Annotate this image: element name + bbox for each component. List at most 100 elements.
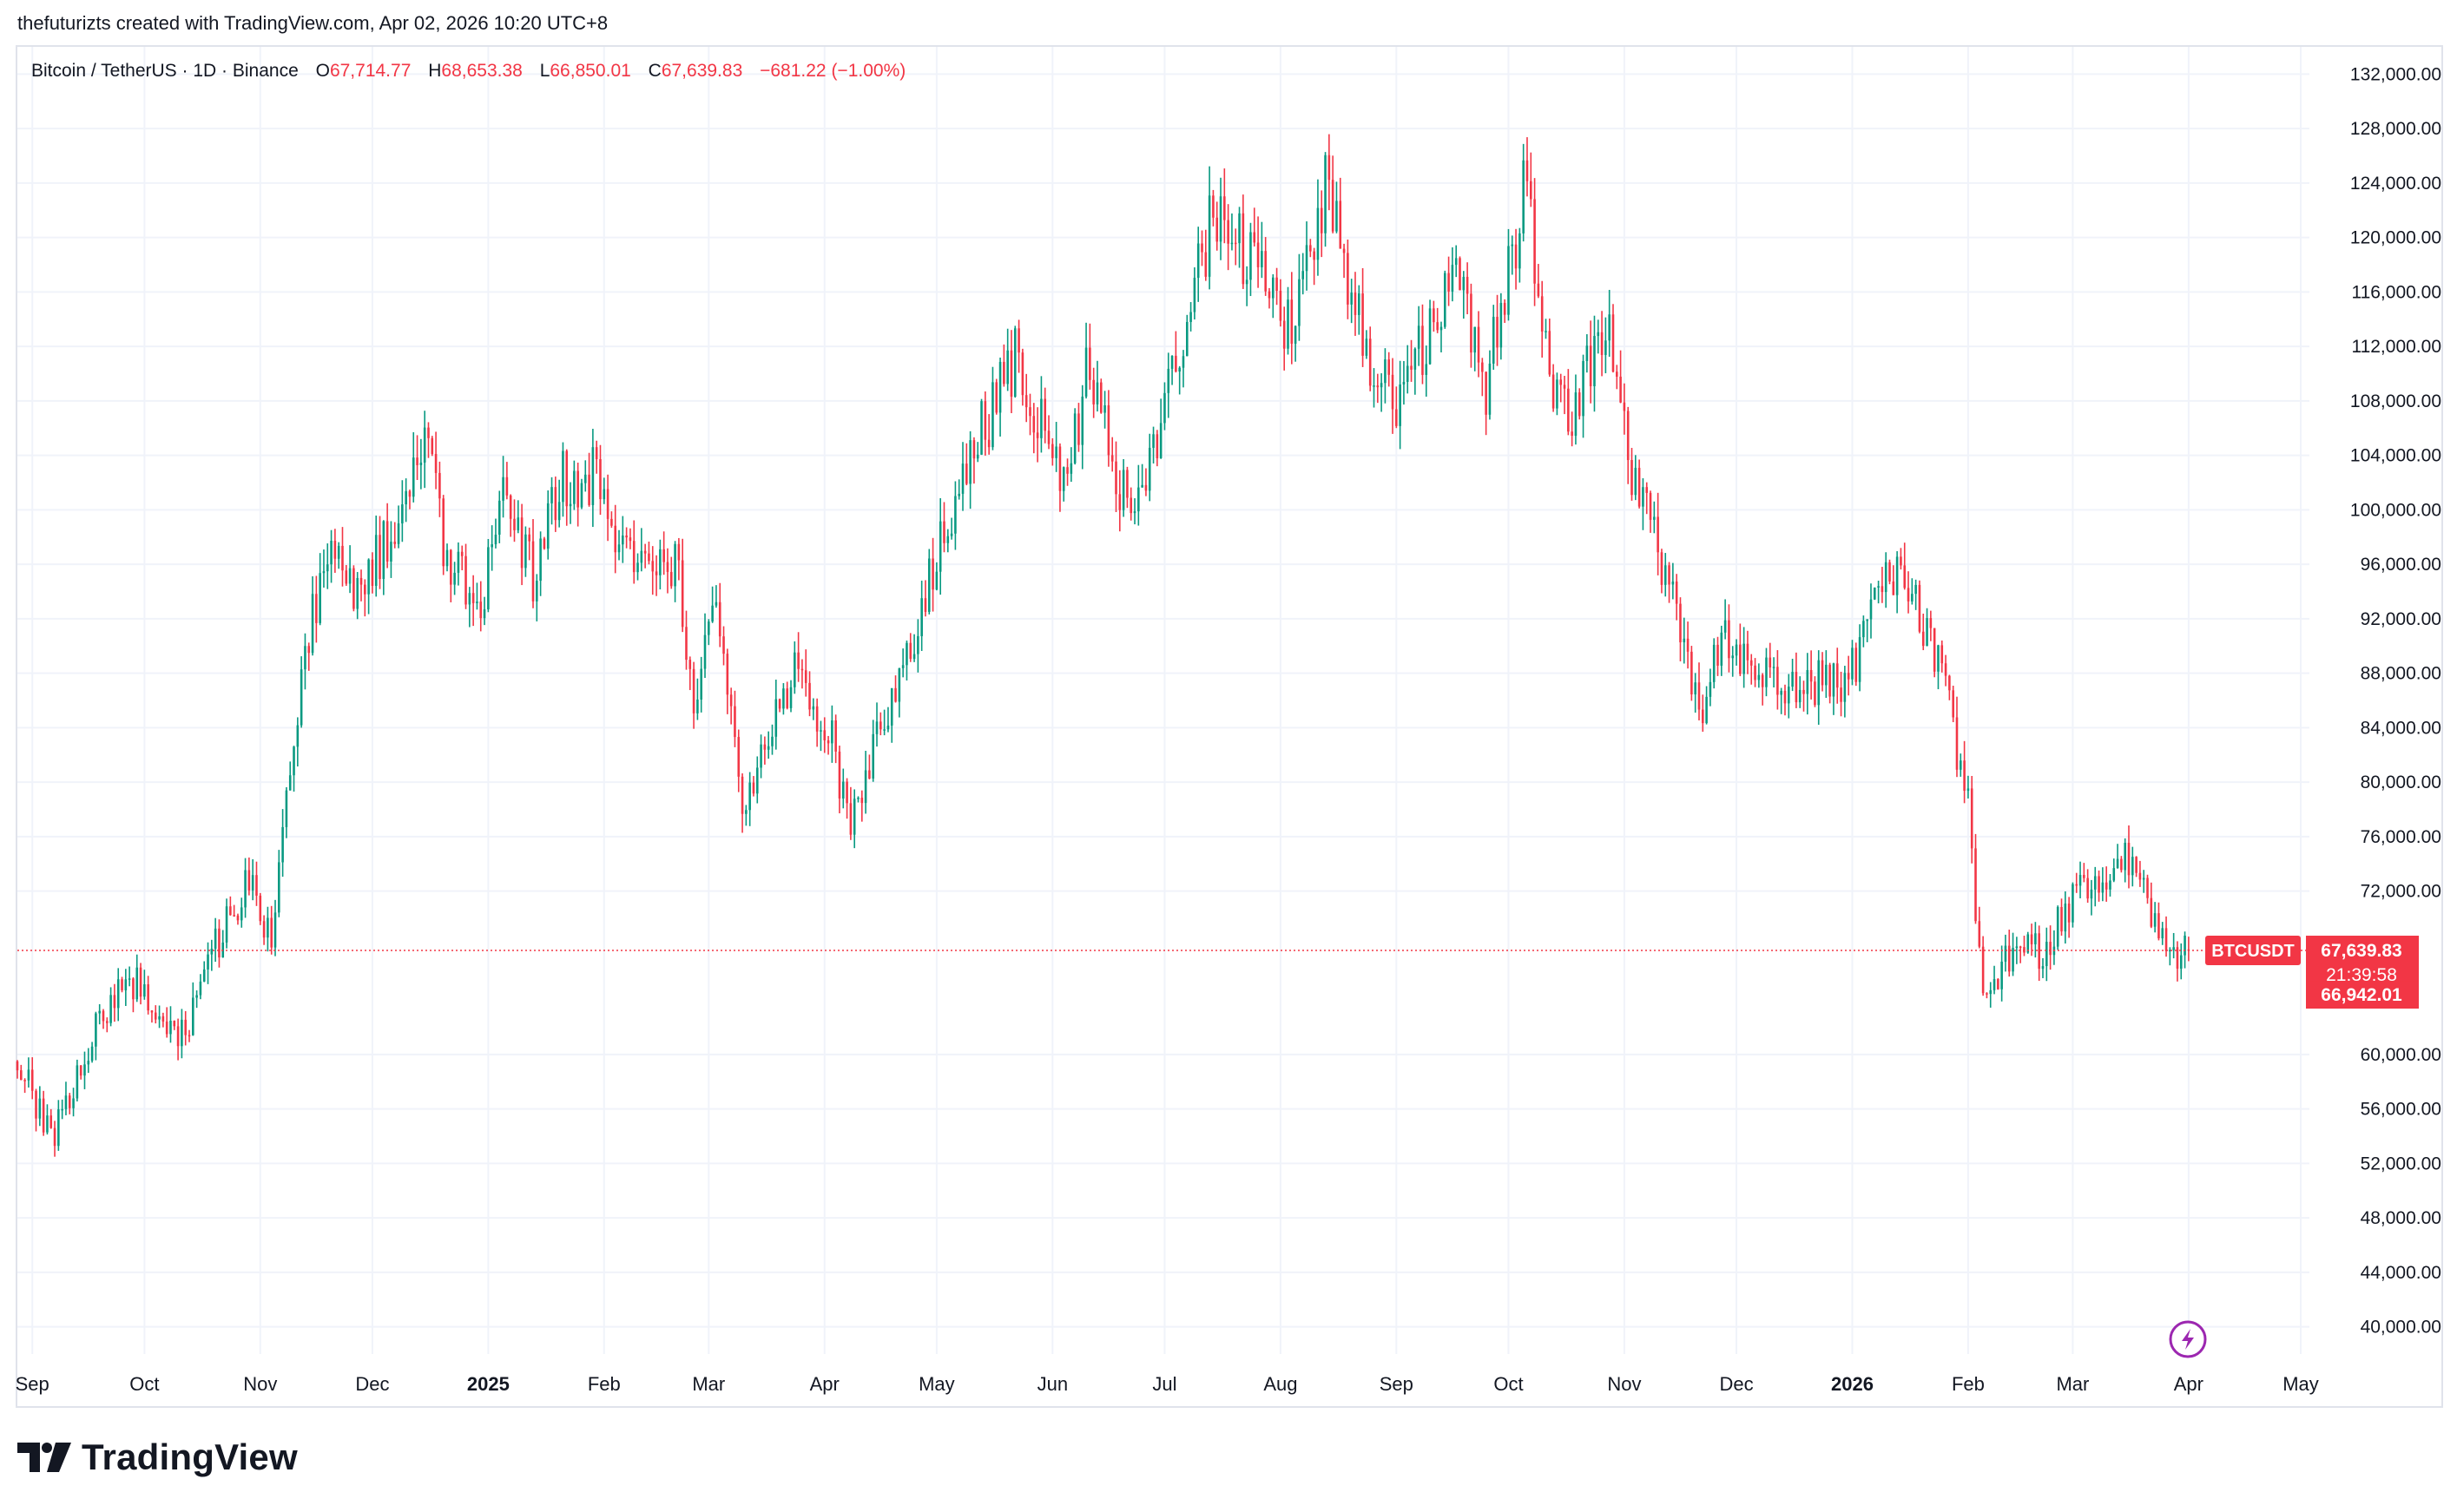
candle-body bbox=[247, 870, 251, 891]
candle-up bbox=[1791, 658, 1794, 692]
candle-body bbox=[1578, 392, 1581, 417]
candle-body bbox=[345, 570, 348, 584]
candle-body bbox=[1548, 331, 1551, 375]
candle-down bbox=[1749, 654, 1753, 685]
candle-body bbox=[722, 636, 725, 654]
candle-up bbox=[281, 809, 284, 878]
candle-body bbox=[1029, 407, 1031, 417]
candle-body bbox=[651, 561, 655, 572]
candle-down bbox=[1776, 650, 1779, 710]
time-axis: Sep Oct Nov Dec 2025 Feb Mar Apr May Jun Jul Aug Sep… bbox=[16, 1373, 2319, 1395]
candle-body bbox=[755, 767, 759, 794]
candle-body bbox=[1559, 379, 1563, 385]
candle-down bbox=[595, 440, 598, 474]
candle-up bbox=[1298, 253, 1301, 341]
candle-body bbox=[1118, 494, 1122, 510]
candle-body bbox=[1616, 371, 1618, 377]
candle-body bbox=[1499, 302, 1503, 348]
candle-up bbox=[820, 720, 822, 752]
candle-up bbox=[767, 731, 770, 759]
candle-body bbox=[2131, 857, 2134, 876]
candle-body bbox=[2164, 928, 2168, 951]
candle-body bbox=[1193, 278, 1196, 312]
candle-body bbox=[883, 729, 886, 731]
candle-body bbox=[330, 541, 333, 565]
candle-down bbox=[1459, 256, 1461, 291]
candle-down bbox=[1339, 177, 1342, 249]
candle-body bbox=[1391, 374, 1394, 410]
candle-body bbox=[610, 518, 613, 526]
candle-body bbox=[1324, 154, 1327, 233]
candle-down bbox=[1540, 280, 1544, 358]
candle-body bbox=[1619, 376, 1622, 403]
candle-down bbox=[1769, 642, 1772, 679]
candle-body bbox=[972, 440, 976, 459]
candle-down bbox=[1739, 623, 1742, 677]
candle-up bbox=[98, 1003, 101, 1025]
candle-body bbox=[491, 544, 493, 548]
price-tick-label: 112,000.00 bbox=[2351, 337, 2441, 357]
grid-layer bbox=[17, 47, 2309, 1354]
candle-body bbox=[154, 1012, 157, 1020]
symbol-title[interactable]: Bitcoin / TetherUS · 1D · Binance bbox=[31, 61, 299, 81]
candle-body bbox=[924, 598, 927, 612]
candle-down bbox=[666, 548, 669, 594]
candle-down bbox=[315, 575, 318, 643]
candle-down bbox=[1854, 642, 1858, 687]
candle-body bbox=[2157, 913, 2160, 939]
candle-body bbox=[1645, 487, 1649, 493]
lightning-icon[interactable] bbox=[2169, 1320, 2207, 1358]
candle-down bbox=[1611, 304, 1615, 373]
candle-body bbox=[1567, 388, 1570, 432]
candle-body bbox=[319, 573, 321, 623]
candle-body bbox=[30, 1069, 34, 1091]
candle-down bbox=[35, 1088, 37, 1132]
candle-body bbox=[173, 1021, 176, 1027]
candle-body bbox=[688, 660, 692, 669]
candle-body bbox=[1182, 356, 1185, 368]
candle-down bbox=[1944, 654, 1947, 687]
candle-body bbox=[1268, 291, 1271, 299]
candle-down bbox=[1036, 407, 1039, 463]
candle-body bbox=[1511, 244, 1514, 247]
candle-body bbox=[1649, 492, 1652, 520]
candle-body bbox=[1066, 467, 1069, 474]
candle-body bbox=[1223, 196, 1226, 220]
candle-up bbox=[569, 482, 572, 524]
candle-down bbox=[1115, 441, 1117, 513]
candle-body bbox=[898, 667, 901, 702]
candle-body bbox=[259, 895, 262, 922]
candle-down bbox=[2146, 874, 2149, 904]
candle-body bbox=[1537, 283, 1540, 297]
candle-up bbox=[998, 357, 1002, 437]
candle-body bbox=[1215, 217, 1219, 242]
candle-body bbox=[2138, 872, 2142, 880]
candle-body bbox=[23, 1080, 26, 1081]
candle-body bbox=[278, 862, 280, 913]
candle-body bbox=[1021, 352, 1024, 396]
candle-up bbox=[1914, 579, 1917, 610]
candle-down bbox=[734, 690, 736, 747]
time-tick-label: Feb bbox=[1952, 1373, 1985, 1395]
candle-body bbox=[502, 477, 504, 501]
candle-down bbox=[1903, 542, 1907, 590]
candle-body bbox=[958, 493, 961, 496]
candle-down bbox=[1525, 137, 1529, 197]
candle-up bbox=[2153, 902, 2157, 933]
candle-body bbox=[296, 725, 300, 747]
candle-body bbox=[1503, 302, 1506, 315]
candle-body bbox=[1788, 687, 1790, 704]
candle-down bbox=[1578, 388, 1581, 420]
candle-up bbox=[1858, 624, 1861, 692]
tradingview-logo[interactable]: TradingView bbox=[17, 1436, 298, 1478]
candle-down bbox=[1268, 287, 1271, 309]
candle-body bbox=[1769, 657, 1772, 668]
candle-body bbox=[1776, 667, 1779, 695]
candle-down bbox=[1503, 299, 1506, 324]
candle-up bbox=[2124, 838, 2126, 883]
candle-body bbox=[419, 462, 423, 465]
candle-body bbox=[1282, 320, 1286, 349]
candle-up bbox=[158, 1005, 161, 1029]
candle-down bbox=[393, 522, 397, 549]
